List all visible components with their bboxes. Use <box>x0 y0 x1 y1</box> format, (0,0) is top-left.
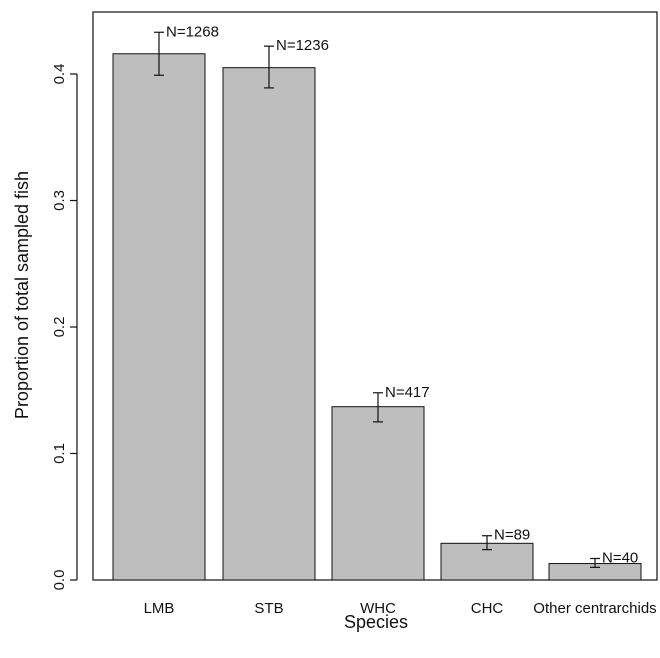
x-tick-label: LMB <box>144 600 175 617</box>
bar-stb <box>222 67 316 581</box>
y-tick-label: 0.3 <box>51 190 68 211</box>
error-bar-lmb <box>154 31 164 76</box>
n-label: N=1236 <box>276 37 329 54</box>
x-tick-label: Other centrarchids <box>533 600 656 617</box>
n-label: N=417 <box>385 384 430 401</box>
error-bar-stb <box>264 45 274 89</box>
n-label: N=89 <box>494 527 530 544</box>
bar-lmb <box>112 53 206 581</box>
x-axis-label: Species <box>344 612 408 632</box>
x-tick-label: CHC <box>471 600 504 617</box>
bar-whc <box>331 406 425 581</box>
y-tick-label: 0.2 <box>51 317 68 338</box>
n-label: N=1268 <box>166 23 219 40</box>
y-tick-label: 0.1 <box>51 443 68 464</box>
x-tick-label: WHC <box>360 600 396 617</box>
error-bar-whc <box>373 392 383 423</box>
n-label: N=40 <box>602 549 638 566</box>
y-axis-label: Proportion of total sampled fish <box>12 171 32 419</box>
y-tick-label: 0.4 <box>51 64 68 85</box>
error-bar-chc <box>482 535 492 551</box>
x-tick-label: STB <box>254 600 283 617</box>
y-tick-label: 0.0 <box>51 570 68 591</box>
error-bar-other-centrarchids <box>590 557 600 568</box>
